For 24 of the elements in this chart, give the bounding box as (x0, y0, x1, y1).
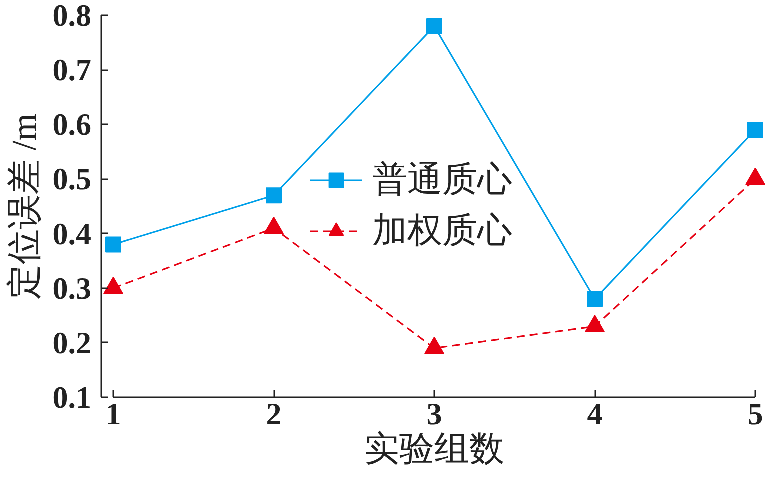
legend-label: 加权质心 (372, 210, 512, 252)
x-tick-label: 4 (587, 396, 603, 432)
legend-label: 普通质心 (372, 159, 512, 201)
y-tick-label: 0.7 (52, 52, 92, 88)
y-tick-label: 0.4 (52, 216, 92, 252)
point (748, 122, 764, 138)
y-tick-label: 0.5 (52, 162, 92, 197)
y-tick-label: 0.3 (52, 270, 92, 306)
x-tick-label: 2 (266, 396, 282, 432)
point (746, 168, 766, 186)
y-tick-label: 0.1 (52, 380, 92, 415)
point (426, 18, 442, 34)
x-tick-label: 5 (748, 396, 764, 432)
y-tick-label: 0.8 (52, 0, 92, 33)
point (424, 336, 444, 354)
x-tick-label: 3 (426, 396, 442, 432)
x-tick-label: 1 (106, 396, 122, 432)
point (264, 216, 284, 234)
y-axis-title: 定位误差 /m (4, 114, 44, 300)
y-tick-label: 0.2 (52, 325, 92, 360)
x-axis-title: 实验组数 (364, 430, 504, 468)
point (585, 315, 605, 333)
point (104, 276, 124, 294)
y-tick-label: 0.6 (52, 107, 92, 142)
